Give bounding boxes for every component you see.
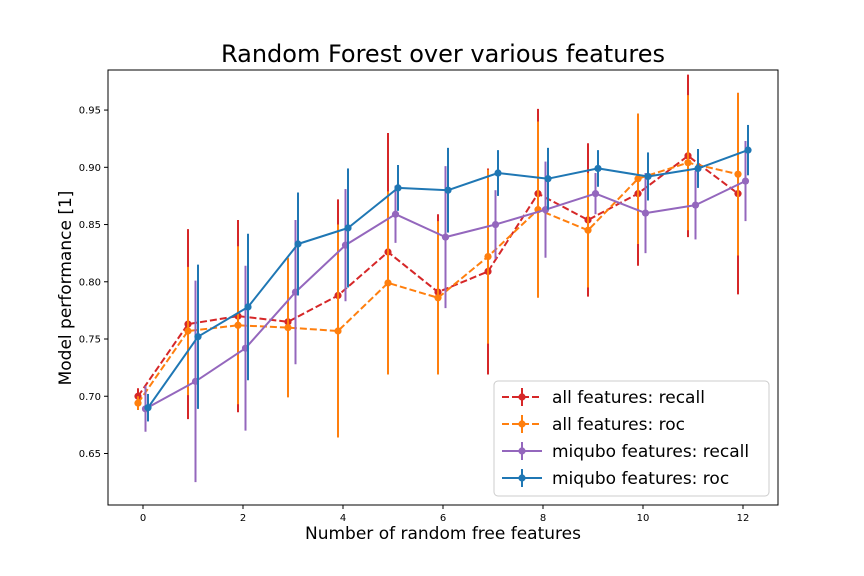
data-point [734, 170, 742, 178]
data-point [244, 303, 252, 311]
data-point [544, 175, 552, 183]
y-tick-label: 0.70 [79, 392, 101, 403]
data-point [344, 224, 352, 232]
y-tick-label: 0.95 [79, 106, 101, 117]
data-point [134, 399, 142, 407]
x-tick-label: 0 [140, 513, 146, 524]
data-point [584, 226, 592, 234]
y-tick-label: 0.85 [79, 220, 101, 231]
legend-label: all features: recall [552, 388, 705, 408]
legend-swatch-marker [518, 447, 526, 455]
legend-label: all features: roc [552, 415, 685, 435]
data-point [594, 164, 602, 173]
y-axis: 0.65 0.70 0.75 0.80 0.85 0.90 0.95 [79, 106, 108, 460]
y-tick-label: 0.80 [79, 277, 101, 288]
chart-title: Random Forest over various features [221, 40, 665, 68]
data-point [334, 327, 342, 335]
y-tick-label: 0.65 [79, 449, 101, 460]
data-point [391, 210, 400, 218]
data-point [284, 323, 292, 332]
data-point [634, 175, 642, 183]
x-tick-label: 6 [440, 513, 446, 524]
legend-label: miqubo features: recall [552, 442, 749, 462]
x-tick-label: 2 [240, 513, 246, 524]
x-axis: 0 2 4 6 8 10 12 [140, 505, 750, 524]
legend-swatch-marker [518, 474, 526, 482]
data-point [741, 177, 750, 185]
legend-label: miqubo features: roc [552, 469, 729, 489]
data-point [491, 220, 500, 229]
data-point [434, 294, 442, 302]
y-tick-label: 0.75 [79, 335, 101, 346]
data-point [691, 201, 700, 209]
x-tick-label: 12 [737, 513, 750, 524]
x-axis-label: Number of random free features [305, 524, 581, 544]
data-point [441, 233, 450, 241]
data-point [444, 186, 452, 194]
data-point [494, 169, 502, 177]
data-point [694, 164, 702, 173]
x-tick-label: 10 [637, 513, 650, 524]
y-axis-label: Model performance [1] [56, 191, 76, 386]
series-1 [134, 92, 742, 438]
data-point [194, 333, 202, 341]
data-point [144, 404, 152, 412]
data-point [591, 190, 600, 198]
data-point [684, 159, 692, 167]
data-point [744, 146, 752, 154]
data-point [184, 327, 192, 335]
data-point [234, 321, 242, 329]
data-point [641, 209, 650, 217]
x-tick-label: 8 [540, 513, 546, 524]
legend: all features: recall all features: roc miq… [493, 380, 770, 497]
data-point [394, 184, 402, 192]
legend-swatch-marker [518, 393, 526, 401]
data-point [384, 279, 392, 287]
y-tick-label: 0.90 [79, 163, 101, 174]
legend-swatch-marker [518, 420, 526, 428]
data-point [294, 240, 302, 248]
legend-box [493, 380, 770, 497]
series-layer [134, 74, 752, 483]
data-point [644, 172, 652, 181]
series-3 [144, 124, 752, 422]
x-tick-label: 4 [340, 513, 346, 524]
data-point [484, 252, 492, 261]
